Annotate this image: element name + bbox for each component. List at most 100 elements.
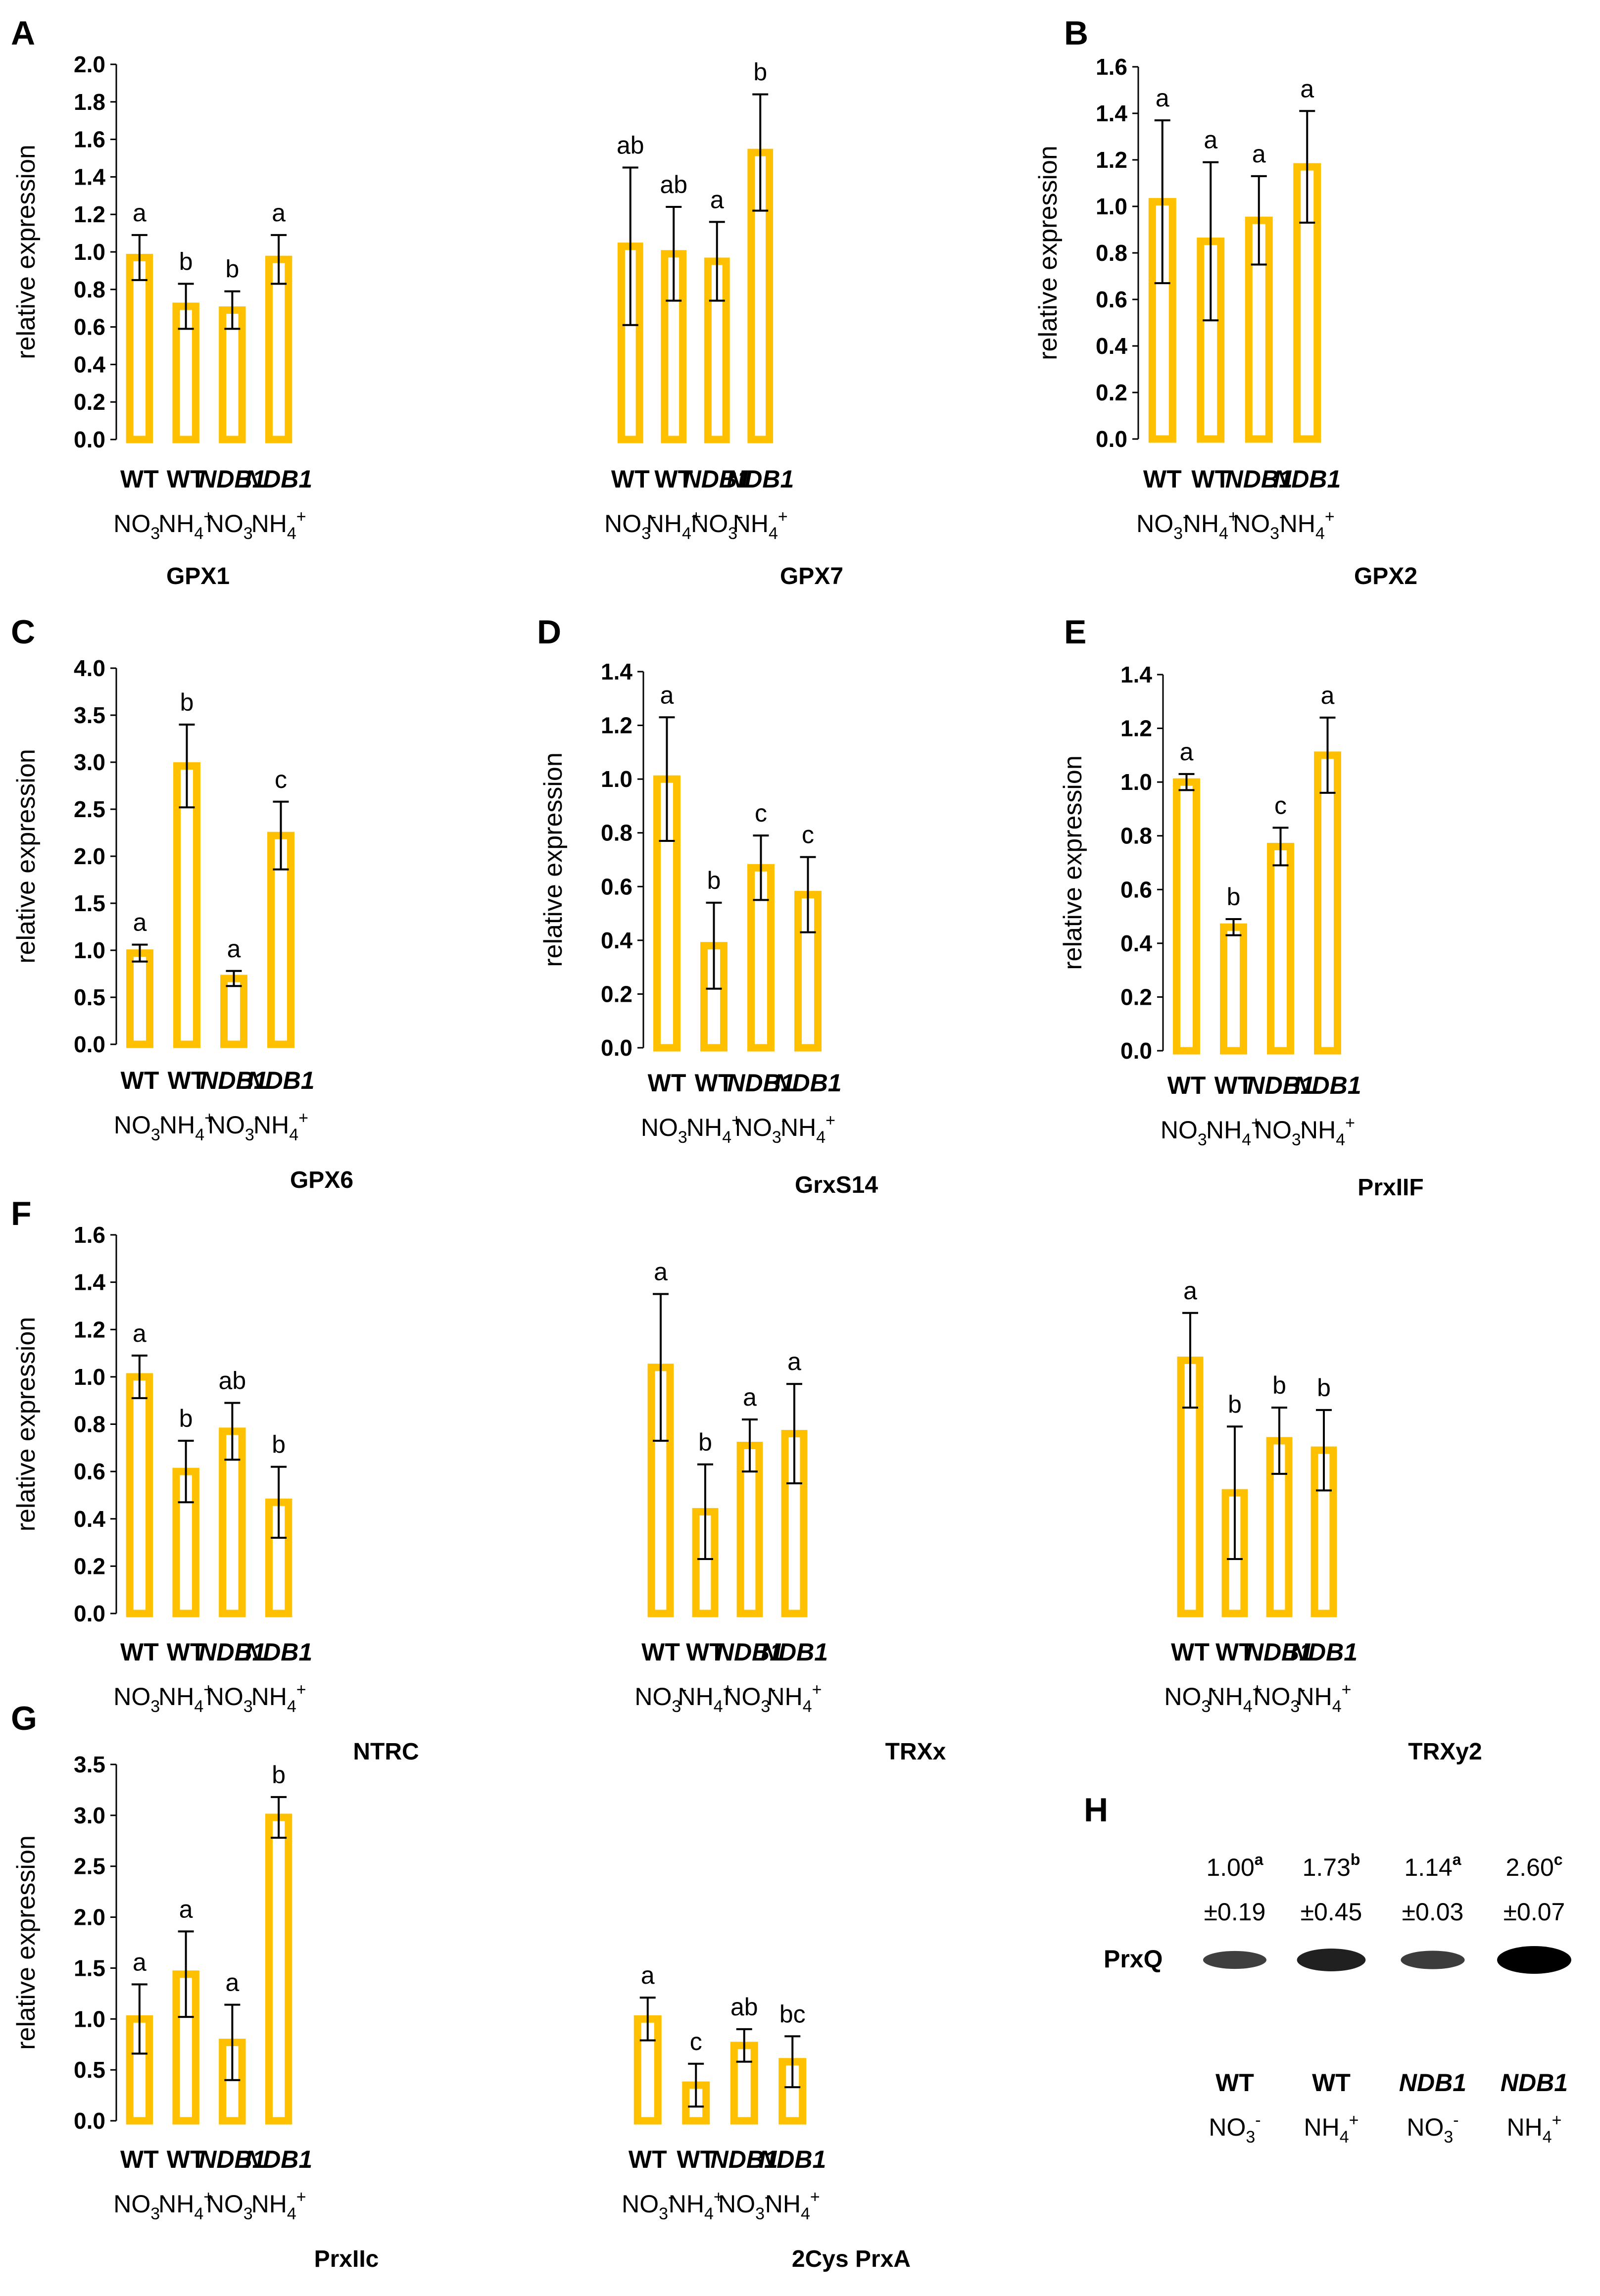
- chart-2cys-prxa-category-2-charge-superscript: +: [714, 2188, 724, 2206]
- chart-2cys-prxa-category-1-ion-subscript: 3: [659, 2204, 668, 2223]
- blot-sd-lane-1: ±0.19: [1204, 1898, 1266, 1926]
- chart-gpx2: 0.0 0.2 0.4 0.6 0.8 1.0 1.2 1.4 1.6 relative expr…: [1034, 54, 1417, 589]
- chart-prxiif-category-1-genotype: WT: [1167, 1072, 1206, 1099]
- chart-trxx-category-4-nitrogen-base: NH: [767, 1683, 803, 1710]
- chart-prxiif-category-1-nitrogen: NO3-: [1161, 1114, 1212, 1149]
- chart-grxs14-significance-4: c: [802, 821, 814, 849]
- chart-trxx-category-3-nitrogen-base: NO: [724, 1683, 761, 1710]
- chart-trxy2-category-1-ion-subscript: 3: [1201, 1697, 1211, 1716]
- chart-prxiic-significance-4: b: [272, 1761, 286, 1789]
- chart-trxx-category-4-charge-superscript: +: [812, 1680, 822, 1699]
- chart-prxiic-category-3-ion-subscript: 3: [243, 2204, 253, 2223]
- chart-gpx1-y-tick-label: 1.2: [74, 201, 105, 227]
- chart-prxiif-category-1-nitrogen-base: NO: [1161, 1116, 1198, 1144]
- chart-trxx-significance-4: a: [787, 1348, 801, 1375]
- chart-trxx-significance-1: a: [654, 1258, 668, 1286]
- chart-prxiic-bar-4: [265, 1813, 292, 2125]
- blot-lane-3-ion-subscript: 3: [1444, 2128, 1453, 2147]
- blot-lane-2-nitrogen: NH4+: [1304, 2111, 1359, 2147]
- chart-gpx2-category-4-charge-superscript: +: [1325, 507, 1335, 526]
- chart-gpx6-category-4-nitrogen: NH4+: [253, 1109, 308, 1144]
- chart-ntrc-category-1-nitrogen-base: NO: [113, 1683, 150, 1710]
- chart-gpx7-category-2-charge-superscript: +: [691, 507, 701, 526]
- chart-ntrc-category-3-charge-superscript: -: [253, 1680, 258, 1699]
- blot-lane-2-ion-subscript: 4: [1340, 2128, 1349, 2147]
- chart-2cys-prxa-category-2-ion-subscript: 4: [704, 2204, 714, 2223]
- chart-grxs14-y-tick-label: 0.6: [601, 874, 632, 899]
- chart-gpx1-category-4-genotype: NDB1: [245, 465, 312, 493]
- blot-lane-3-nitrogen: NO3-: [1406, 2111, 1458, 2147]
- chart-gpx1-y-axis-title: relative expression: [12, 145, 41, 359]
- chart-grxs14-gene-name: GrxS14: [795, 1172, 878, 1198]
- chart-grxs14-y-axis-title: relative expression: [539, 752, 568, 967]
- chart-gpx1-category-3-genotype: NDB1: [198, 465, 266, 493]
- chart-gpx7-category-4-nitrogen: NH4+: [733, 507, 788, 543]
- chart-gpx2-category-3-nitrogen: NO3-: [1233, 507, 1285, 543]
- chart-grxs14-significance-1: a: [660, 681, 674, 709]
- chart-gpx1-y-tick-label: 1.4: [74, 164, 105, 190]
- chart-gpx7-category-3-genotype: NDB1: [683, 465, 751, 493]
- chart-gpx6-bar-2: [173, 762, 200, 1048]
- blot-quant-lane-4: 2.60c: [1505, 1851, 1562, 1881]
- blot-lane-2-nitrogen-base: NH: [1304, 2113, 1340, 2141]
- chart-grxs14-category-3-nitrogen: NO3-: [735, 1111, 787, 1147]
- chart-trxy2-category-2-nitrogen: NH4+: [1208, 1680, 1262, 1716]
- chart-2cys-prxa-category-1-genotype: WT: [629, 2146, 667, 2173]
- chart-2cys-prxa-category-1-charge-superscript: -: [668, 2188, 674, 2206]
- chart-prxiif-y-tick-label: 0.0: [1120, 1038, 1152, 1064]
- chart-prxiif-category-3-charge-superscript: -: [1301, 1114, 1307, 1132]
- chart-grxs14-category-1-ion-subscript: 3: [678, 1128, 687, 1147]
- chart-gpx1: 0.0 0.2 0.4 0.6 0.8 1.0 1.2 1.4 1.6 1.8 2.0 relativ…: [12, 51, 312, 589]
- chart-trxy2-category-4-nitrogen: NH4+: [1297, 1680, 1352, 1716]
- chart-prxiif-y-tick-label: 1.0: [1120, 769, 1152, 795]
- chart-gpx2-significance-3: a: [1252, 140, 1266, 168]
- chart-grxs14-category-3-ion-subscript: 3: [772, 1128, 781, 1147]
- chart-ntrc-category-3-genotype: NDB1: [198, 1638, 266, 1666]
- chart-trxy2-category-3-nitrogen: NO3-: [1253, 1680, 1305, 1716]
- chart-gpx7-category-3-nitrogen: NO3-: [691, 507, 743, 543]
- chart-trxx-category-2-ion-subscript: 4: [714, 1697, 723, 1716]
- chart-prxiif-category-3-genotype: NDB1: [1247, 1072, 1314, 1099]
- chart-gpx7-significance-1: ab: [617, 131, 644, 159]
- chart-grxs14-category-3-nitrogen-base: NO: [735, 1114, 772, 1141]
- chart-gpx6-category-2-genotype: WT: [168, 1067, 206, 1094]
- chart-trxy2-category-2-genotype: WT: [1215, 1638, 1254, 1666]
- chart-2cys-prxa-category-3-genotype: NDB1: [711, 2146, 778, 2173]
- chart-prxiif-significance-2: b: [1227, 883, 1241, 911]
- chart-gpx6-category-4-genotype: NDB1: [247, 1067, 314, 1094]
- chart-gpx6-y-tick-label: 0.5: [74, 984, 105, 1010]
- chart-gpx2-significance-1: a: [1156, 84, 1169, 112]
- chart-gpx6-category-4-ion-subscript: 4: [289, 1125, 298, 1144]
- chart-gpx6-significance-4: c: [275, 766, 287, 793]
- panel-label-H: H: [1084, 1791, 1108, 1829]
- chart-grxs14-category-4-charge-superscript: +: [825, 1111, 835, 1130]
- blot-quant-lane-2: 1.73b: [1303, 1851, 1360, 1881]
- chart-gpx2-category-4-nitrogen: NH4+: [1280, 507, 1335, 543]
- chart-prxiic-y-tick-label: 0.5: [74, 2057, 105, 2083]
- chart-2cys-prxa-gene-name: 2Cys PrxA: [792, 2246, 911, 2272]
- chart-gpx2-category-1-nitrogen: NO3-: [1136, 507, 1188, 543]
- chart-gpx1-category-3-charge-superscript: -: [253, 507, 258, 526]
- chart-2cys-prxa-significance-1: a: [641, 1961, 655, 1989]
- chart-ntrc-category-1-charge-superscript: -: [160, 1680, 165, 1699]
- blot-lane-1-nitrogen: NO3-: [1209, 2111, 1261, 2147]
- chart-gpx2-category-3-ion-subscript: 3: [1270, 524, 1279, 543]
- chart-trxy2-category-4-charge-superscript: +: [1342, 1680, 1352, 1699]
- chart-prxiif-y-tick-label: 0.8: [1120, 823, 1152, 849]
- chart-grxs14-y-tick-label: 1.0: [601, 766, 632, 792]
- chart-ntrc-bar-1: [126, 1373, 153, 1617]
- chart-gpx6-category-3-nitrogen: NO3-: [208, 1109, 260, 1144]
- chart-ntrc-significance-2: b: [179, 1405, 193, 1432]
- chart-ntrc-gene-name: NTRC: [353, 1739, 419, 1765]
- chart-grxs14-y-tick-label: 0.8: [601, 820, 632, 846]
- chart-ntrc: 0.0 0.2 0.4 0.6 0.8 1.0 1.2 1.4 1.6 relative expr…: [12, 1222, 419, 1765]
- chart-ntrc-y-tick-label: 0.2: [74, 1553, 105, 1579]
- chart-trxx-category-4-ion-subscript: 4: [803, 1697, 812, 1716]
- chart-prxiif-bar-3: [1267, 842, 1294, 1055]
- chart-prxiif-category-2-charge-superscript: +: [1251, 1114, 1261, 1132]
- chart-gpx6-category-1-charge-superscript: -: [160, 1109, 166, 1127]
- chart-gpx2-y-tick-label: 0.2: [1096, 380, 1127, 405]
- chart-gpx2-significance-2: a: [1204, 126, 1217, 154]
- chart-trxx-category-3-ion-subscript: 3: [761, 1697, 770, 1716]
